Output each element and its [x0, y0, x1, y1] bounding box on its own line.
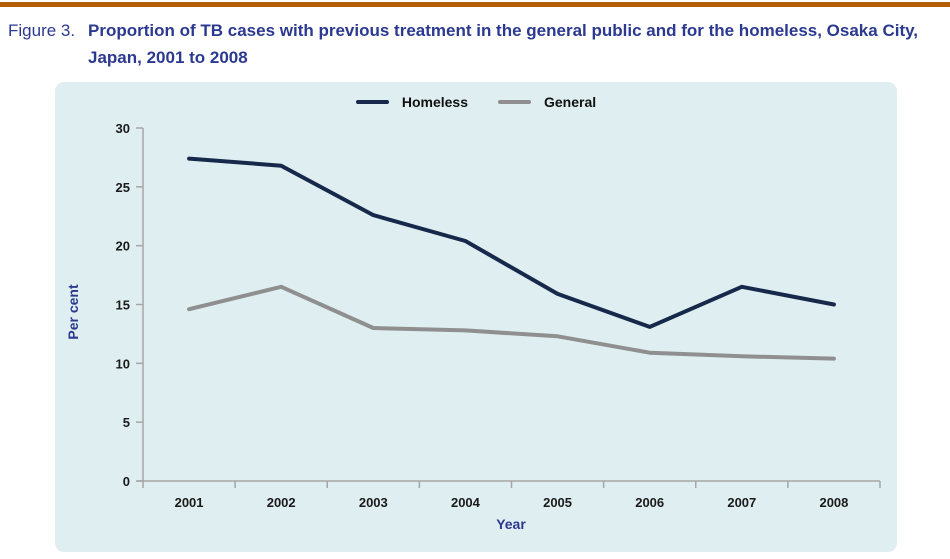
- x-tick-label: 2006: [635, 495, 664, 510]
- chart-panel: Homeless General 0 5 10 15 20 25 30 2001 2002 2003…: [55, 82, 897, 552]
- y-axis-title: Per cent: [65, 284, 81, 340]
- legend-item-homeless: Homeless: [355, 94, 468, 110]
- x-tick-label: 2003: [359, 495, 388, 510]
- accent-rule: [0, 2, 950, 7]
- series-line-homeless: [187, 156, 836, 329]
- x-tick-label: 2002: [267, 495, 296, 510]
- y-tick-label: 20: [116, 239, 130, 254]
- figure-number-label: Figure 3.: [8, 21, 76, 40]
- x-tick-label: 2008: [819, 495, 848, 510]
- x-axis-title: Year: [496, 516, 526, 532]
- figure-title: Proportion of TB cases with previous tre…: [88, 21, 919, 67]
- x-tick-label: 2004: [451, 495, 481, 510]
- x-tick-label: 2007: [727, 495, 756, 510]
- legend-label-general: General: [544, 94, 597, 110]
- chart-svg: 0 5 10 15 20 25 30 2001 2002 2003 2004 2005 2006 2007…: [116, 121, 881, 510]
- y-tick-label: 5: [123, 415, 130, 430]
- y-tick-label: 30: [116, 121, 130, 136]
- legend-label-homeless: Homeless: [401, 94, 468, 110]
- y-tick-label: 15: [116, 298, 130, 313]
- legend-swatch-general: [498, 100, 531, 104]
- series-line-general: [187, 284, 836, 361]
- chart-legend: Homeless General: [55, 94, 897, 110]
- legend-swatch-homeless: [355, 100, 389, 104]
- y-tick-label: 25: [116, 180, 130, 195]
- figure-header: Figure 3. Proportion of TB cases with pr…: [0, 7, 950, 71]
- legend-item-general: General: [498, 94, 596, 110]
- y-tick-label: 0: [123, 474, 130, 489]
- x-tick-label: 2001: [175, 495, 204, 510]
- x-tick-label: 2005: [543, 495, 572, 510]
- y-tick-label: 10: [116, 356, 130, 371]
